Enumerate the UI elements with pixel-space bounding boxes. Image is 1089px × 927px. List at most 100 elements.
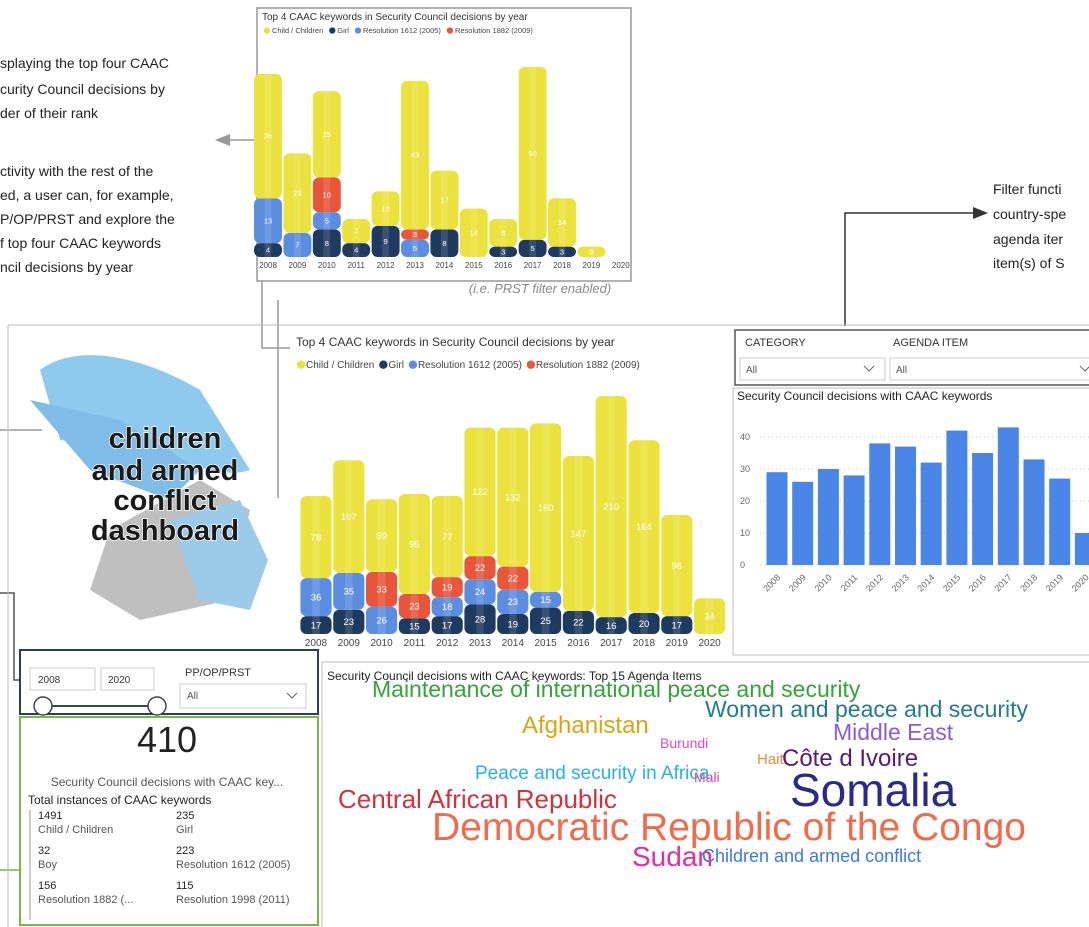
annotation-line: ctivity with the rest of the [0, 163, 153, 179]
annotation-line: P/OP/PRST and explore the [0, 211, 175, 227]
data-label: 147 [570, 529, 586, 540]
card-count: 223 [176, 845, 194, 857]
cloud-word: Burundi [660, 735, 708, 751]
dropdown[interactable] [890, 358, 1089, 380]
data-label: 132 [505, 492, 521, 503]
data-label: 43 [411, 151, 419, 160]
x-tick-label: 2011 [404, 638, 426, 649]
chart-title: Security Council decisions with CAAC key… [737, 389, 992, 403]
data-label: 35 [344, 587, 355, 598]
bar [767, 472, 788, 565]
dropdown[interactable] [180, 684, 306, 708]
legend-label: Resolution 1882 (2009) [455, 26, 533, 35]
data-label: 14 [558, 218, 566, 227]
bar [998, 427, 1019, 565]
annotation-line: der of their rank [0, 105, 99, 121]
annotation-line: curity Council decisions by [0, 81, 165, 97]
x-tick-label: 2016 [494, 261, 512, 270]
data-label: 17 [672, 620, 683, 631]
data-label: 17 [440, 196, 448, 205]
x-tick-label: 2019 [666, 638, 689, 649]
chart-title: Top 4 CAAC keywords in Security Council … [262, 12, 528, 23]
data-label: 8 [501, 228, 505, 237]
card-total: 410 [137, 719, 197, 760]
legend-marker [297, 361, 305, 369]
legend-label: Resolution 1612 (2005) [418, 360, 522, 371]
year-input-value[interactable]: 2008 [38, 675, 61, 686]
data-label: 25 [540, 616, 551, 627]
bar [844, 475, 865, 565]
x-tick-label: 2010 [318, 261, 336, 270]
cloud-word: Afghanistan [522, 712, 649, 739]
data-label: 7 [295, 241, 299, 250]
data-label: 78 [311, 532, 322, 543]
x-tick-label: 2020 [612, 261, 630, 270]
data-label: 5 [325, 216, 329, 225]
data-label: 3 [589, 247, 593, 256]
dropdown-value[interactable]: All [187, 691, 198, 702]
dropdown-value[interactable]: All [896, 365, 907, 376]
bar [869, 443, 890, 565]
data-label: 50 [528, 149, 536, 158]
dropdown[interactable] [740, 358, 885, 380]
data-label: 95 [409, 539, 420, 550]
dropdown-value[interactable]: All [746, 365, 757, 376]
card-count: 32 [38, 845, 50, 857]
data-label: 23 [293, 189, 301, 198]
data-label: 25 [323, 130, 331, 139]
legend-label: Child / Children [306, 360, 374, 371]
legend-marker [329, 27, 335, 33]
data-label: 4 [266, 246, 270, 255]
year-input-value[interactable]: 2020 [108, 675, 131, 686]
data-label: 210 [603, 502, 619, 513]
data-label: 122 [472, 487, 488, 498]
legend-marker [355, 27, 361, 33]
data-label: 36 [311, 592, 322, 603]
slider-handle[interactable] [34, 697, 52, 715]
slider-handle[interactable] [148, 697, 166, 715]
x-tick-label: 2012 [436, 638, 459, 649]
x-tick-label: 2010 [370, 638, 393, 649]
x-tick-label: 2014 [502, 638, 525, 649]
x-tick-label: 2008 [305, 638, 328, 649]
legend-label: Girl [388, 360, 404, 371]
card-count: 115 [176, 880, 194, 892]
x-tick-label: 2018 [633, 638, 656, 649]
logo-line: conflict [113, 485, 216, 517]
data-label: 33 [376, 585, 387, 596]
bar [1049, 479, 1070, 565]
cloud-word: Democratic Republic of the Congo [432, 806, 1026, 849]
data-label: 22 [508, 574, 519, 585]
legend-marker [527, 361, 535, 369]
card-subtitle: Security Council decisions with CAAC key… [51, 775, 284, 789]
data-label: 23 [508, 597, 519, 608]
data-label: 164 [636, 522, 652, 533]
caption: (i.e. PRST filter enabled) [469, 281, 611, 296]
data-label: 16 [606, 621, 617, 632]
data-label: 7 [354, 227, 358, 236]
data-label: 13 [264, 216, 272, 225]
data-label: 14 [470, 228, 478, 237]
card-count: 156 [38, 880, 56, 892]
y-tick-label: 0 [740, 560, 745, 570]
x-tick-label: 2013 [406, 261, 424, 270]
data-label: 5 [531, 244, 535, 253]
data-label: 8 [442, 239, 446, 248]
data-label: 10 [323, 190, 331, 199]
data-label: 22 [573, 618, 584, 629]
x-tick-label: 2009 [338, 638, 361, 649]
cloud-word: Middle East [833, 719, 954, 745]
x-tick-label: 2013 [469, 638, 492, 649]
x-tick-label: 2014 [436, 261, 454, 270]
logo-line: and armed [92, 455, 239, 487]
data-label: 96 [672, 561, 683, 572]
y-tick-label: 30 [740, 464, 750, 474]
data-label: 107 [341, 512, 357, 523]
arrow-head [215, 134, 230, 146]
y-tick-label: 10 [740, 528, 750, 538]
y-tick-label: 40 [740, 432, 750, 442]
connector [0, 593, 20, 680]
data-label: 23 [344, 617, 355, 628]
x-tick-label: 2009 [289, 261, 307, 270]
word-cloud: Maintenance of international peace and s… [338, 676, 1029, 872]
